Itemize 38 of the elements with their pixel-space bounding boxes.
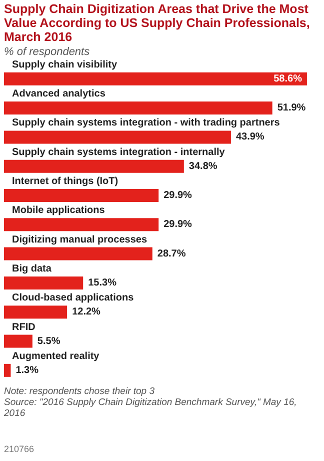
bar [4, 130, 231, 144]
bar [4, 218, 159, 232]
bar [4, 364, 11, 377]
bar [4, 247, 152, 260]
bar [4, 276, 84, 290]
y-tick-label: Supply chain systems integration - with trading partners [12, 118, 280, 129]
source-note: Source: "2016 Supply Chain Digitization Benchmark Survey," May 16, 2016 [4, 397, 298, 419]
text: Note: respondents chose their top 3 [4, 386, 156, 397]
data-label: 15.3% [88, 277, 117, 288]
bar [4, 102, 272, 115]
data-label: 29.9% [164, 219, 192, 230]
text: 210766 [4, 444, 34, 454]
bar [4, 189, 159, 202]
data-label: 1.3% [16, 364, 39, 376]
data-label: 12.2% [72, 306, 101, 318]
y-tick-label: Augmented reality [12, 350, 100, 362]
bar [4, 72, 307, 86]
chart-subtitle: % of respondents [4, 46, 90, 58]
data-label: 43.9% [236, 132, 264, 143]
y-tick-label: Supply chain systems integration - internally [12, 146, 226, 158]
data-label: 28.7% [157, 248, 186, 260]
bar [4, 160, 184, 173]
y-tick-label: Supply chain visibility [12, 59, 118, 70]
data-label: 29.9% [164, 190, 192, 202]
y-tick-label: Cloud-based applications [12, 292, 134, 304]
y-tick-label: RFID [12, 322, 36, 333]
data-label: 58.6% [274, 73, 302, 84]
data-label: 5.5% [37, 336, 60, 347]
bar [4, 306, 68, 319]
data-label: 51.9% [277, 102, 306, 114]
y-tick-label: Digitizing manual processes [12, 234, 148, 246]
y-tick-label: Internet of things (IoT) [12, 176, 118, 188]
y-tick-label: Big data [12, 263, 52, 274]
y-tick-label: Mobile applications [12, 205, 106, 216]
bar [4, 334, 32, 348]
data-label: 34.8% [188, 160, 218, 172]
chart-title: Supply Chain Digitization Areas that Drive the Most Value According to US Supply Chain Professionals, March 2016 [4, 2, 311, 44]
y-tick-label: Advanced analytics [12, 88, 106, 100]
